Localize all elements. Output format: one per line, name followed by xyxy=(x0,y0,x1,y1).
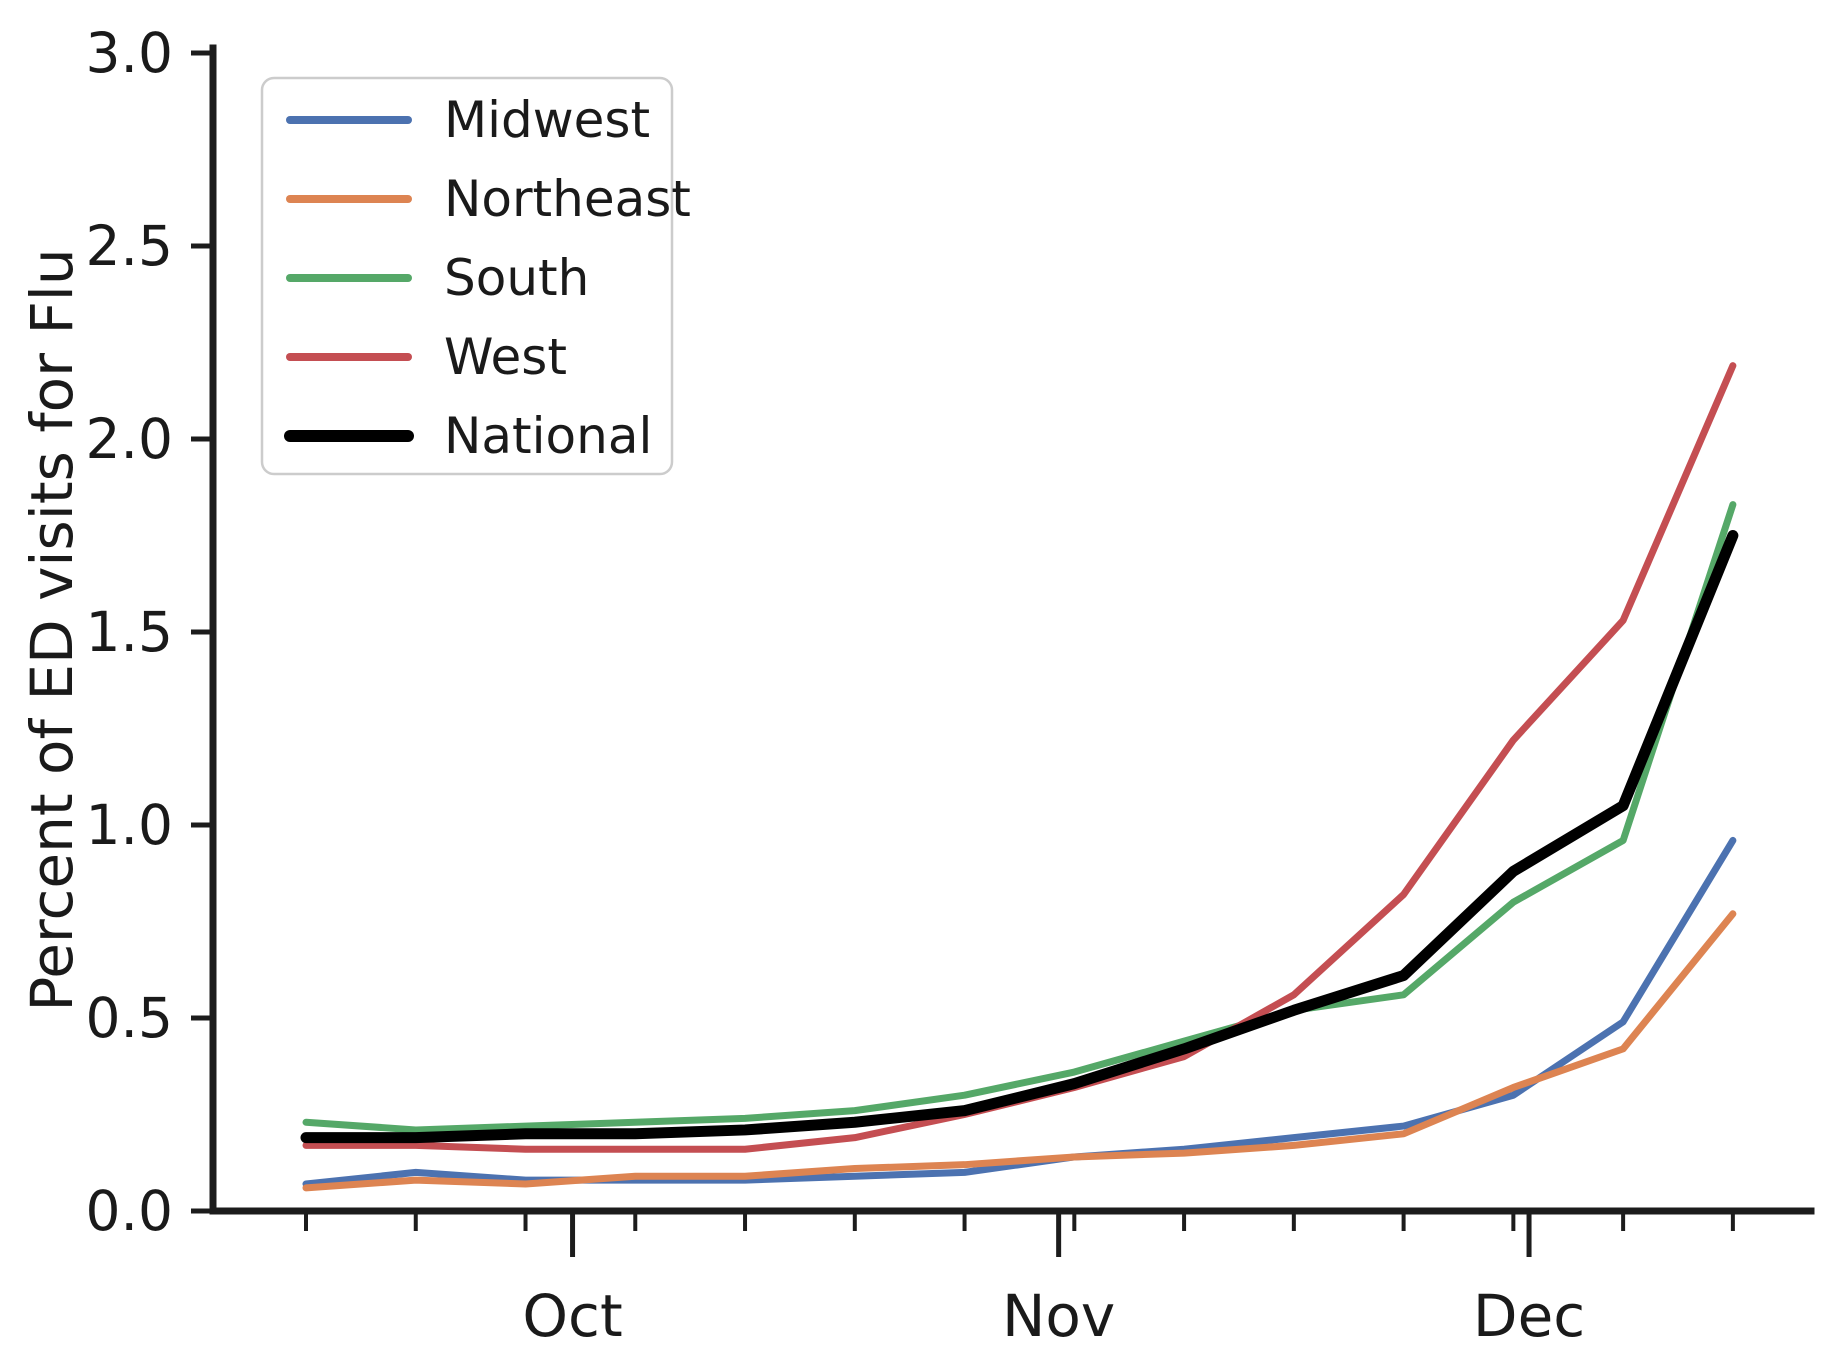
axis-ticks: 0.0 0.5 1.0 1.5 2.0 2.5 3.0 Oct Nov Dec xyxy=(86,21,1735,1350)
data-series xyxy=(300,362,1739,1192)
series-line-west xyxy=(302,362,1737,1153)
y-tick-label: 0.5 xyxy=(86,986,173,1050)
legend-item-northeast: Northeast xyxy=(286,170,691,228)
y-tick-label: 1.0 xyxy=(86,793,173,857)
legend-label: South xyxy=(444,249,589,307)
legend-item-west: West xyxy=(286,328,567,386)
x-month-label: Oct xyxy=(522,1282,622,1350)
series-line-national xyxy=(300,530,1739,1144)
y-axis-label: Percent of ED visits for Flu xyxy=(18,248,86,1011)
legend-label: Midwest xyxy=(444,91,650,149)
legend-label: National xyxy=(444,407,652,465)
axis-spines xyxy=(209,44,1815,1215)
legend-label: West xyxy=(444,328,567,386)
legend-box xyxy=(260,76,674,476)
legend-item-south: South xyxy=(286,249,589,307)
y-tick-label: 2.0 xyxy=(86,407,173,471)
y-tick-label: 2.5 xyxy=(86,214,173,278)
x-month-label: Nov xyxy=(1002,1282,1115,1350)
legend-item-midwest: Midwest xyxy=(286,91,650,149)
x-month-label: Dec xyxy=(1473,1282,1585,1350)
legend-item-national: National xyxy=(284,407,652,465)
series-line-northeast xyxy=(302,910,1737,1192)
y-tick-label: 1.5 xyxy=(86,600,173,664)
legend: Midwest Northeast South West National xyxy=(260,76,691,476)
y-tick-label: 0.0 xyxy=(86,1179,173,1243)
y-tick-label: 3.0 xyxy=(86,21,173,85)
legend-label: Northeast xyxy=(444,170,691,228)
series-line-south xyxy=(302,501,1737,1134)
